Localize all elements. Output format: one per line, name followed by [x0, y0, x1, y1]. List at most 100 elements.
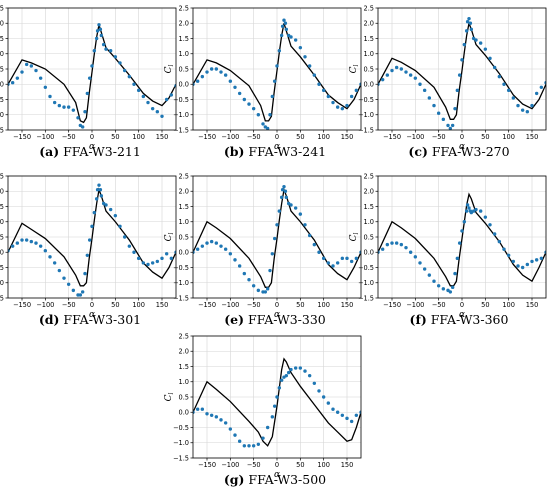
- x-tick-label: −50: [247, 133, 261, 141]
- x-tick-label: 0: [275, 133, 279, 141]
- y-tick-label: −1.5: [0, 294, 4, 302]
- data-point: [87, 238, 92, 242]
- subplot-g: −150 −100 −50 0 50 100 150 −1.5 −1.0 −0.5 0.0 0.5 1.…: [164, 332, 362, 487]
- data-point: [104, 203, 108, 207]
- data-point: [279, 378, 284, 382]
- data-point: [205, 241, 209, 245]
- data-point: [160, 114, 164, 118]
- data-point: [228, 427, 233, 431]
- y-tick-label: −1.5: [173, 294, 189, 302]
- data-point: [205, 70, 209, 74]
- data-point: [335, 105, 340, 109]
- data-point: [214, 415, 219, 419]
- data-point: [275, 64, 279, 68]
- data-point: [268, 268, 272, 273]
- y-tick-label: 2.5: [179, 332, 190, 340]
- data-point: [408, 73, 413, 77]
- data-point: [539, 256, 544, 261]
- data-point: [256, 113, 261, 117]
- data-point: [312, 242, 317, 247]
- data-point: [127, 244, 132, 248]
- data-point: [408, 250, 413, 254]
- y-tick-label: 0.5: [179, 233, 190, 241]
- data-point: [280, 188, 285, 192]
- x-tick-label: 50: [296, 301, 304, 309]
- y-tick-label: 1.0: [0, 218, 4, 226]
- x-tick-label: −50: [62, 301, 76, 309]
- data-point: [132, 250, 136, 254]
- data-point: [478, 209, 483, 213]
- y-tick-label: 1.0: [364, 50, 375, 58]
- data-point: [256, 442, 261, 446]
- data-point: [92, 210, 97, 215]
- axes-frame: [377, 175, 547, 299]
- data-point: [335, 261, 340, 265]
- x-tick-label: 50: [481, 301, 489, 309]
- data-point: [155, 259, 160, 264]
- data-point: [282, 184, 286, 189]
- data-point: [307, 373, 312, 378]
- y-axis-label: Cl: [164, 65, 175, 74]
- y-tick-label: 2.5: [179, 4, 190, 12]
- y-tick-label: 1.5: [364, 203, 375, 211]
- data-point: [326, 94, 331, 99]
- data-point: [66, 282, 71, 286]
- data-point: [511, 259, 516, 264]
- data-point: [462, 42, 467, 47]
- data-point: [270, 415, 275, 419]
- data-point: [99, 33, 104, 38]
- subplot-b: −150 −100 −50 0 50 100 150 −1.5 −1.0 −0.5 0.0 0.5 1.…: [164, 4, 362, 159]
- data-point: [474, 38, 478, 42]
- x-tick-label: −150: [13, 133, 31, 141]
- data-point: [242, 271, 247, 276]
- data-point: [506, 253, 511, 257]
- data-point: [525, 262, 530, 267]
- y-tick-label: 1.5: [364, 35, 375, 43]
- data-point: [261, 290, 265, 294]
- y-tick-label: 2.0: [179, 188, 190, 196]
- x-tick-label: 0: [275, 461, 279, 469]
- data-point: [95, 29, 100, 33]
- data-point: [92, 49, 97, 53]
- x-tick-label: 0: [460, 301, 464, 309]
- data-point: [270, 94, 275, 99]
- y-tick-label: 0.0: [0, 81, 4, 89]
- x-tick-label: −100: [221, 133, 239, 141]
- data-point: [277, 209, 282, 213]
- x-tick-label: −100: [36, 133, 54, 141]
- data-point: [247, 444, 251, 448]
- data-point: [464, 29, 469, 33]
- y-tick-label: −1.0: [173, 439, 189, 447]
- data-point: [448, 290, 453, 294]
- data-point: [48, 255, 52, 259]
- data-point: [441, 287, 446, 291]
- x-axis-label: α: [459, 142, 465, 152]
- data-point: [275, 223, 279, 227]
- data-point: [312, 381, 317, 385]
- data-point: [24, 238, 29, 242]
- x-tick-label: 150: [341, 301, 354, 309]
- data-point: [497, 239, 502, 244]
- data-point: [284, 195, 289, 200]
- data-point: [298, 366, 303, 370]
- data-point: [446, 123, 450, 128]
- data-point: [427, 96, 432, 100]
- data-point: [455, 256, 460, 261]
- data-point: [467, 206, 471, 210]
- data-point: [270, 252, 275, 256]
- data-point: [448, 126, 453, 130]
- data-point: [219, 418, 223, 422]
- x-tick-label: 150: [341, 461, 354, 469]
- data-point: [340, 106, 345, 111]
- data-point: [76, 293, 80, 297]
- data-point: [418, 82, 422, 86]
- data-point: [277, 49, 282, 53]
- data-point: [280, 24, 285, 28]
- y-tick-label: −0.5: [173, 424, 189, 432]
- x-tick-label: 0: [275, 301, 279, 309]
- axes-frame: [192, 175, 362, 299]
- data-point: [390, 68, 394, 73]
- data-point: [432, 103, 436, 108]
- data-point: [83, 271, 87, 276]
- axes-frame: [192, 7, 362, 131]
